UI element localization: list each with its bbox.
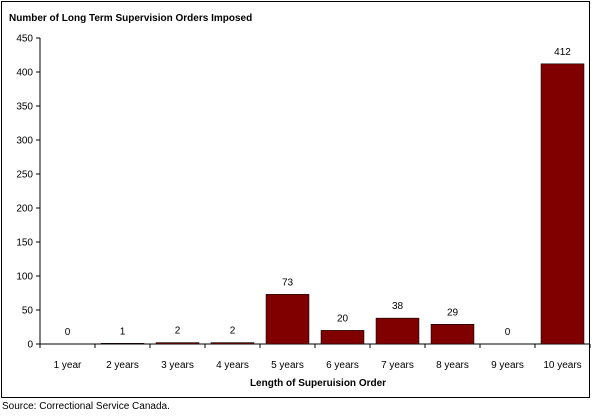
x-tick-label: 9 years	[491, 360, 524, 371]
x-tick-label: 6 years	[326, 360, 359, 371]
x-tick-label: 2 years	[106, 360, 139, 371]
bar-value-label: 0	[505, 327, 511, 338]
y-tick-label: 100	[16, 272, 33, 283]
y-tick-label: 50	[22, 306, 34, 317]
y-tick-label: 150	[16, 238, 33, 249]
bar-value-label: 0	[65, 327, 71, 338]
bar	[540, 63, 585, 345]
bar-value-label: 1	[120, 326, 126, 337]
y-tick-label: 400	[16, 68, 33, 79]
bar-value-label: 2	[230, 326, 236, 337]
bar-value-label: 412	[554, 47, 571, 58]
y-tick-label: 200	[16, 204, 33, 215]
bar	[320, 330, 365, 345]
x-tick-label: 8 years	[436, 360, 469, 371]
x-tick-label: 7 years	[381, 360, 414, 371]
bar-value-label: 2	[175, 326, 181, 337]
chart-title: Number of Long Term Supervision Orders I…	[9, 13, 252, 24]
y-tick-label: 0	[27, 340, 33, 351]
bar-value-label: 29	[447, 307, 459, 318]
bar-chart: Number of Long Term Supervision Orders I…	[9, 13, 591, 389]
bar	[100, 343, 145, 345]
bars	[100, 63, 585, 345]
bar	[210, 342, 255, 345]
y-axis: 0 50 100 150 200 250 300 350 400 450	[16, 34, 41, 351]
bar-value-label: 38	[392, 301, 404, 312]
x-axis: 1 year 2 years 3 years 4 years 5 years 6 year…	[39, 343, 591, 371]
y-tick-label: 450	[16, 34, 33, 45]
x-tick-label: 3 years	[161, 360, 194, 371]
bar	[265, 294, 310, 345]
x-tick-label: 4 years	[216, 360, 249, 371]
x-tick-label: 5 years	[271, 360, 304, 371]
x-tick-label: 1 year	[54, 360, 82, 371]
bar	[375, 317, 420, 345]
y-tick-label: 350	[16, 102, 33, 113]
bar	[155, 342, 200, 345]
y-tick-label: 300	[16, 136, 33, 147]
x-axis-title: Length of Superuision Order	[250, 378, 386, 389]
bar-value-label: 73	[282, 277, 294, 288]
y-tick-label: 250	[16, 170, 33, 181]
bar-value-label: 20	[337, 313, 349, 324]
data-labels: 0 1 2 2 73 20 38 29 0 412	[65, 47, 572, 338]
x-tick-label: 10 years	[543, 360, 581, 371]
bar	[430, 323, 475, 345]
source-note: Source: Correctional Service Canada.	[2, 401, 170, 412]
